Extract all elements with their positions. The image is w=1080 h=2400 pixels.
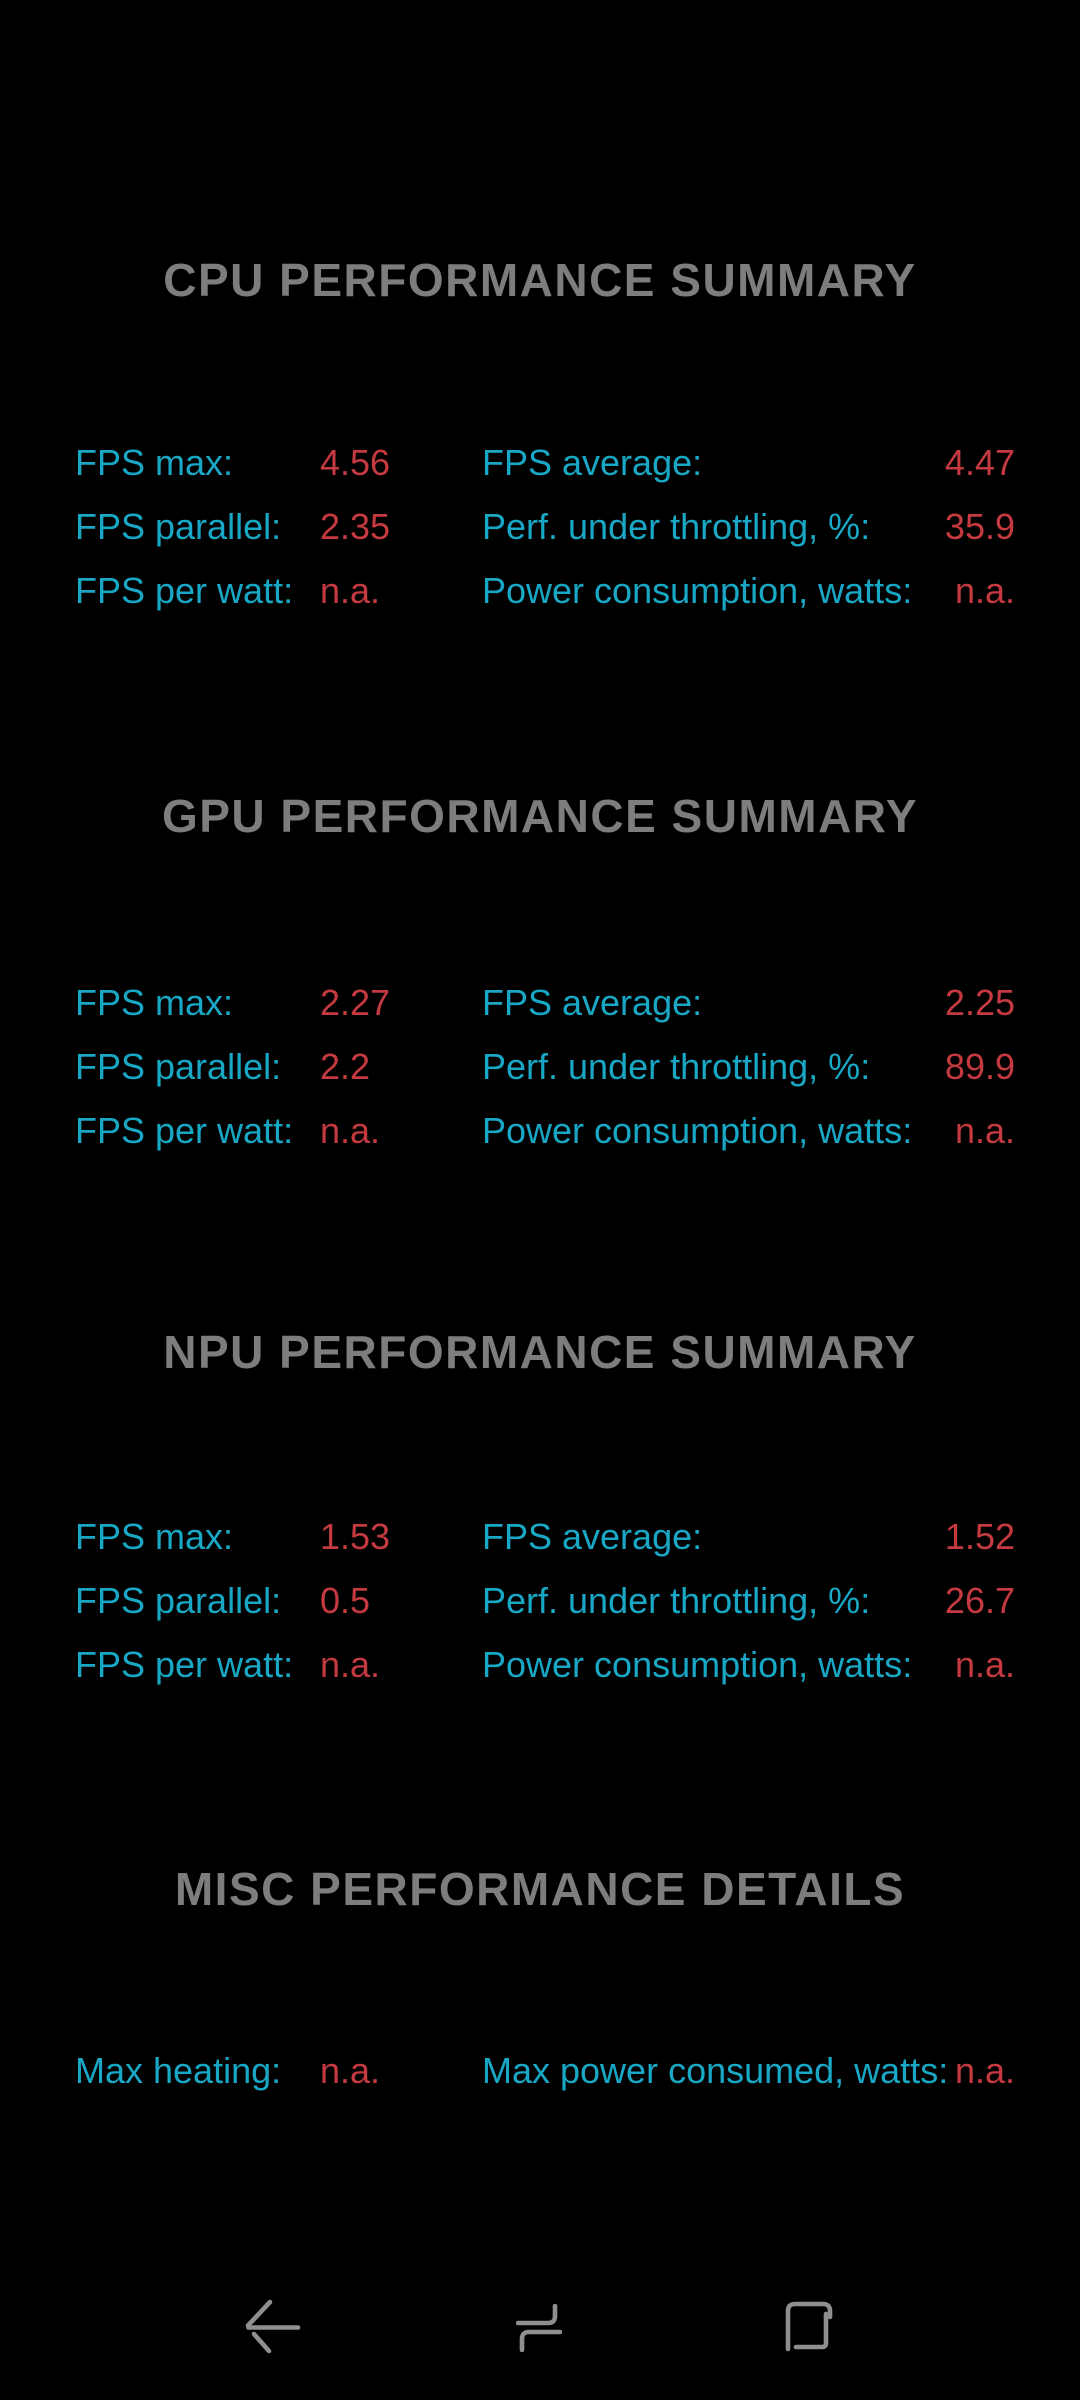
metric-value: 4.56: [320, 442, 391, 483]
metric-value: n.a.: [954, 2050, 1015, 2091]
metric-value: 0.5: [320, 1580, 371, 1621]
back-button[interactable]: [244, 2299, 302, 2355]
recents-button[interactable]: [516, 2304, 562, 2352]
metric-label: Max heating:: [75, 2050, 282, 2091]
cpu-metrics-table: FPS max: 4.56 FPS average: 4.47 FPS para…: [75, 431, 1015, 623]
metric-value: 2.35: [320, 506, 391, 547]
metric-row: FPS per watt: n.a. Power consumption, wa…: [75, 1633, 1015, 1697]
metric-label: FPS parallel:: [75, 1046, 282, 1087]
metric-row: FPS parallel: 2.35 Perf. under throttlin…: [75, 495, 1015, 559]
metric-row: FPS parallel: 2.2 Perf. under throttling…: [75, 1035, 1015, 1099]
metric-label: FPS max:: [75, 442, 234, 483]
metric-value: n.a.: [320, 1644, 381, 1685]
metric-label: FPS per watt:: [75, 570, 294, 611]
metric-value: n.a.: [954, 1644, 1015, 1685]
metric-label: FPS per watt:: [75, 1110, 294, 1151]
metric-value: 35.9: [944, 506, 1015, 547]
metric-row: FPS max: 2.27 FPS average: 2.25: [75, 971, 1015, 1035]
section-title-gpu: GPU PERFORMANCE SUMMARY: [161, 790, 919, 842]
metric-value: 89.9: [944, 1046, 1015, 1087]
metric-value: 1.52: [944, 1516, 1015, 1557]
metric-value: 26.7: [944, 1580, 1015, 1621]
section-title-npu: NPU PERFORMANCE SUMMARY: [163, 1326, 917, 1378]
metric-row: FPS per watt: n.a. Power consumption, wa…: [75, 559, 1015, 623]
metric-row: FPS per watt: n.a. Power consumption, wa…: [75, 1099, 1015, 1163]
metric-value: 2.25: [944, 982, 1015, 1023]
metric-value: 2.2: [320, 1046, 371, 1087]
metric-label: Perf. under throttling, %:: [482, 1046, 871, 1087]
npu-metrics-table: FPS max: 1.53 FPS average: 1.52 FPS para…: [75, 1505, 1015, 1697]
metric-value: n.a.: [320, 570, 381, 611]
metric-value: n.a.: [954, 570, 1015, 611]
metric-label: Power consumption, watts:: [482, 570, 913, 611]
metric-label: Power consumption, watts:: [482, 1644, 913, 1685]
swap-lines-icon: [516, 2304, 562, 2352]
metric-label: FPS parallel:: [75, 1580, 282, 1621]
metric-value: n.a.: [320, 1110, 381, 1151]
metric-value: n.a.: [320, 2050, 381, 2091]
metric-value: 1.53: [320, 1516, 391, 1557]
metric-value: 2.27: [320, 982, 391, 1023]
metric-label: FPS max:: [75, 1516, 234, 1557]
misc-metrics-table: Max heating: n.a. Max power consumed, wa…: [75, 2039, 1015, 2103]
metric-label: FPS max:: [75, 982, 234, 1023]
metric-row: FPS max: 1.53 FPS average: 1.52: [75, 1505, 1015, 1569]
metric-row: FPS max: 4.56 FPS average: 4.47: [75, 431, 1015, 495]
metric-label: Max power consumed, watts:: [482, 2050, 949, 2091]
metric-row: Max heating: n.a. Max power consumed, wa…: [75, 2039, 1015, 2103]
metric-label: Perf. under throttling, %:: [482, 506, 871, 547]
metric-value: n.a.: [954, 1110, 1015, 1151]
overlapping-squares-icon: [785, 2301, 835, 2353]
gpu-metrics-table: FPS max: 2.27 FPS average: 2.25 FPS para…: [75, 971, 1015, 1163]
metric-row: FPS parallel: 0.5 Perf. under throttling…: [75, 1569, 1015, 1633]
metric-label: Perf. under throttling, %:: [482, 1580, 871, 1621]
overview-button[interactable]: [785, 2301, 835, 2353]
metric-label: FPS average:: [482, 1516, 703, 1557]
metric-label: FPS parallel:: [75, 506, 282, 547]
metric-label: FPS average:: [482, 442, 703, 483]
metric-value: 4.47: [944, 442, 1015, 483]
section-title-cpu: CPU PERFORMANCE SUMMARY: [163, 254, 917, 306]
section-title-misc: MISC PERFORMANCE DETAILS: [174, 1863, 906, 1915]
metric-label: Power consumption, watts:: [482, 1110, 913, 1151]
metric-label: FPS average:: [482, 982, 703, 1023]
metric-label: FPS per watt:: [75, 1644, 294, 1685]
back-arrow-icon: [244, 2299, 302, 2355]
